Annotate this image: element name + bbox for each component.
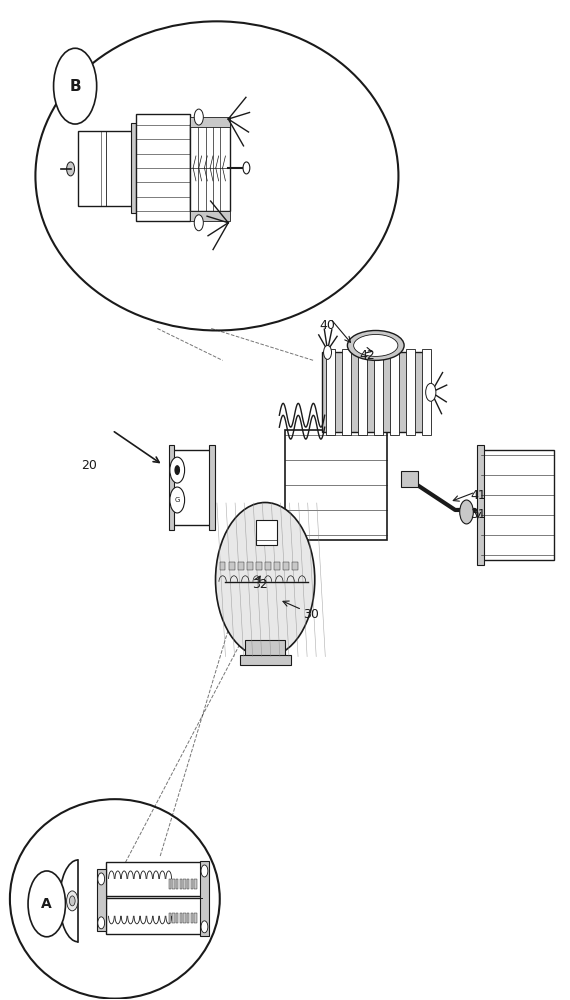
Bar (97, 869, 106, 931)
Bar (187, 879, 189, 889)
Bar (401, 471, 418, 487)
Ellipse shape (215, 502, 315, 657)
Bar (247, 562, 253, 570)
Circle shape (67, 162, 75, 176)
Circle shape (324, 345, 332, 359)
Bar (481, 450, 555, 560)
Text: 42: 42 (359, 349, 375, 362)
Text: 20: 20 (81, 459, 97, 472)
Text: 40: 40 (320, 319, 336, 332)
Bar (194, 913, 197, 923)
Ellipse shape (35, 21, 398, 330)
Circle shape (194, 109, 203, 125)
Circle shape (459, 500, 473, 524)
Circle shape (243, 162, 250, 174)
Circle shape (98, 917, 105, 929)
Ellipse shape (10, 799, 220, 999)
Text: 31: 31 (470, 508, 486, 521)
Bar (190, 879, 193, 889)
Bar (194, 879, 197, 889)
Text: 32: 32 (251, 578, 267, 591)
Bar (374, 349, 383, 435)
Bar (265, 562, 271, 570)
Circle shape (426, 383, 436, 401)
Bar (169, 445, 174, 530)
Bar (136, 114, 190, 221)
Bar (172, 879, 174, 889)
Bar (169, 879, 171, 889)
Bar (169, 913, 171, 923)
Bar (245, 640, 285, 660)
Bar (190, 211, 230, 221)
Bar (184, 879, 186, 889)
Bar (283, 562, 289, 570)
Bar (285, 430, 387, 540)
Bar (229, 562, 234, 570)
Bar (190, 117, 230, 127)
Bar (200, 861, 209, 936)
Circle shape (54, 48, 97, 124)
Circle shape (98, 873, 105, 885)
Circle shape (70, 896, 75, 906)
Text: A: A (42, 897, 52, 911)
Bar (255, 520, 277, 545)
Bar (131, 123, 136, 213)
Circle shape (170, 487, 185, 513)
Circle shape (170, 457, 185, 483)
Bar (172, 450, 211, 525)
Bar (209, 445, 215, 530)
Circle shape (201, 921, 208, 933)
Bar (358, 349, 367, 435)
Bar (78, 131, 132, 206)
Bar (172, 913, 174, 923)
Bar (326, 349, 335, 435)
Bar (190, 124, 230, 211)
Text: G: G (174, 467, 180, 473)
Bar (422, 349, 431, 435)
Bar (176, 879, 178, 889)
Circle shape (194, 215, 203, 231)
Bar (292, 562, 298, 570)
Bar (106, 898, 202, 934)
Bar (256, 562, 262, 570)
Circle shape (67, 891, 78, 911)
Text: 41: 41 (470, 489, 486, 502)
Text: G: G (174, 497, 180, 503)
Circle shape (201, 865, 208, 877)
Circle shape (174, 465, 180, 475)
Bar (220, 562, 226, 570)
Bar (238, 562, 243, 570)
Bar (342, 349, 351, 435)
Circle shape (28, 871, 66, 937)
Bar (322, 352, 430, 432)
Bar (180, 913, 182, 923)
Bar (190, 913, 193, 923)
Bar (274, 562, 280, 570)
Bar (390, 349, 399, 435)
Text: 30: 30 (303, 608, 319, 621)
Bar (180, 879, 182, 889)
Ellipse shape (347, 330, 404, 360)
Bar (239, 655, 291, 665)
Bar (406, 349, 416, 435)
Bar (106, 862, 202, 896)
Bar (187, 913, 189, 923)
Bar (176, 913, 178, 923)
Bar (184, 913, 186, 923)
Bar (477, 445, 483, 565)
Ellipse shape (353, 334, 398, 356)
Text: B: B (70, 79, 81, 94)
